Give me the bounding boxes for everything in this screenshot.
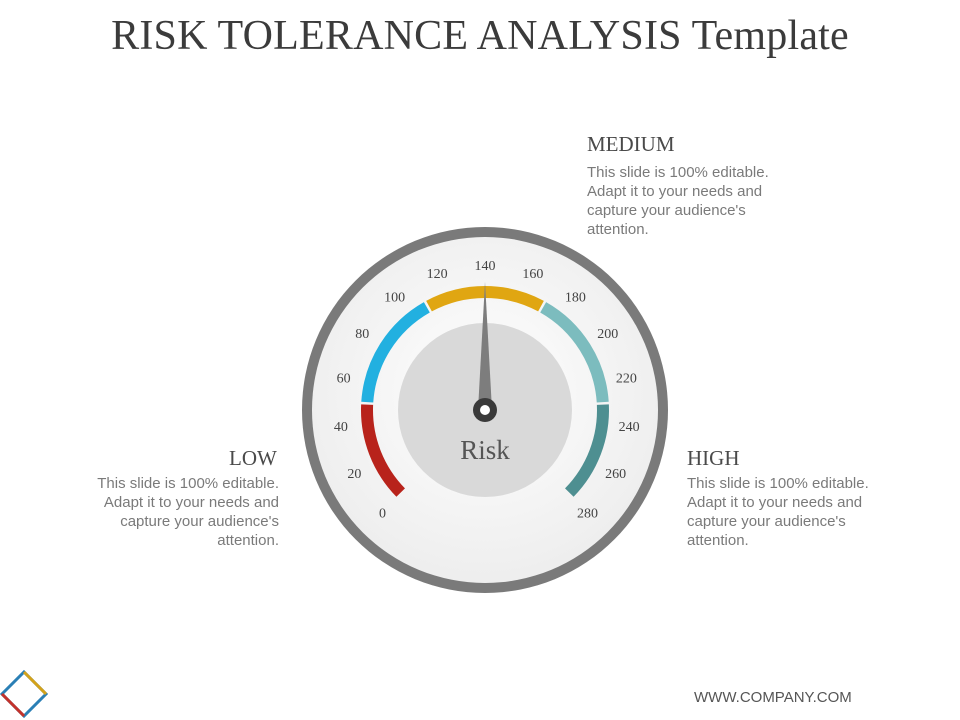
gauge-tick-label: 100	[384, 291, 405, 306]
medium-description: This slide is 100% editable. Adapt it to…	[587, 164, 769, 238]
gauge-tick-label: 140	[475, 259, 496, 274]
low-description: This slide is 100% editable. Adapt it to…	[97, 475, 279, 549]
gauge-tick-label: 40	[334, 420, 348, 435]
medium-heading: MEDIUM	[587, 132, 675, 156]
slide-title: RISK TOLERANCE ANALYSIS Template	[111, 13, 849, 59]
gauge-tick-label: 240	[619, 420, 640, 435]
gauge-tick-label: 180	[565, 291, 586, 306]
gauge-tick-label: 0	[379, 507, 386, 522]
gauge-segment-light-teal	[540, 302, 609, 403]
gauge-tick-label: 60	[337, 372, 351, 387]
gauge-tick-label: 20	[347, 467, 361, 482]
company-url: WWW.COMPANY.COM	[694, 689, 852, 706]
gauge-segment-low-red	[361, 404, 406, 497]
gauge-tick-label: 200	[597, 327, 618, 342]
gauge-tick-label: 280	[577, 507, 598, 522]
high-heading: HIGH	[687, 446, 740, 470]
gauge-tick-labels: 0 20 40 60 80 100 120 140 160 180 200 220 240 260 280	[334, 259, 640, 522]
gauge-needle-hub-center	[480, 405, 490, 415]
gauge-tick-label: 220	[616, 372, 637, 387]
gauge-tick-label: 120	[427, 267, 448, 282]
diamond-logo-icon	[0, 669, 49, 719]
gauge-center-label: Risk	[460, 435, 510, 465]
gauge-tick-label: 80	[355, 327, 369, 342]
gauge-tick-label: 160	[522, 267, 543, 282]
gauge-tick-label: 260	[605, 467, 626, 482]
high-description: This slide is 100% editable. Adapt it to…	[687, 475, 869, 549]
low-heading: LOW	[229, 446, 277, 470]
gauge-segment-dark-teal	[564, 404, 609, 497]
gauge-segment-blue	[361, 302, 430, 403]
gauge-needle	[478, 282, 492, 410]
